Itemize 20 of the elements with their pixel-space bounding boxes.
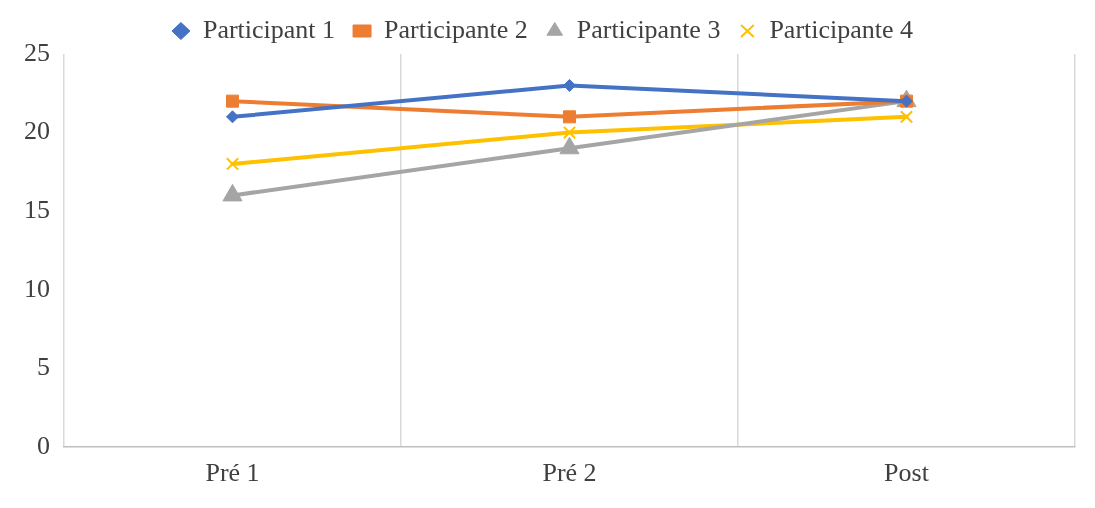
legend-label: Participante 2 xyxy=(384,14,528,44)
y-tick-label: 5 xyxy=(37,352,50,382)
x-tick-label: Post xyxy=(884,458,930,488)
point xyxy=(225,94,240,108)
point xyxy=(562,110,577,124)
point xyxy=(226,110,239,124)
point xyxy=(225,157,240,171)
y-tick-label: 0 xyxy=(37,430,50,460)
legend-label: Participante 4 xyxy=(769,14,914,44)
y-tick-label: 10 xyxy=(24,273,50,303)
point xyxy=(562,125,577,140)
legend-label: Participante 3 xyxy=(576,14,721,44)
x-tick-label: Pré 2 xyxy=(542,458,597,488)
y-tick-label: 20 xyxy=(24,116,50,146)
y-tick-label: 15 xyxy=(24,194,50,224)
point xyxy=(563,78,576,92)
legend-label: Participant 1 xyxy=(202,14,336,44)
x-tick-label: Pré 1 xyxy=(205,458,260,488)
y-tick-label: 25 xyxy=(24,37,50,67)
point xyxy=(899,110,914,124)
